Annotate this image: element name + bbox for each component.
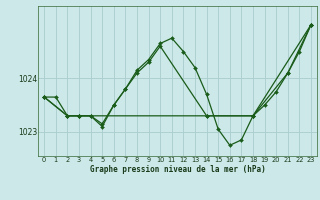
X-axis label: Graphe pression niveau de la mer (hPa): Graphe pression niveau de la mer (hPa): [90, 165, 266, 174]
